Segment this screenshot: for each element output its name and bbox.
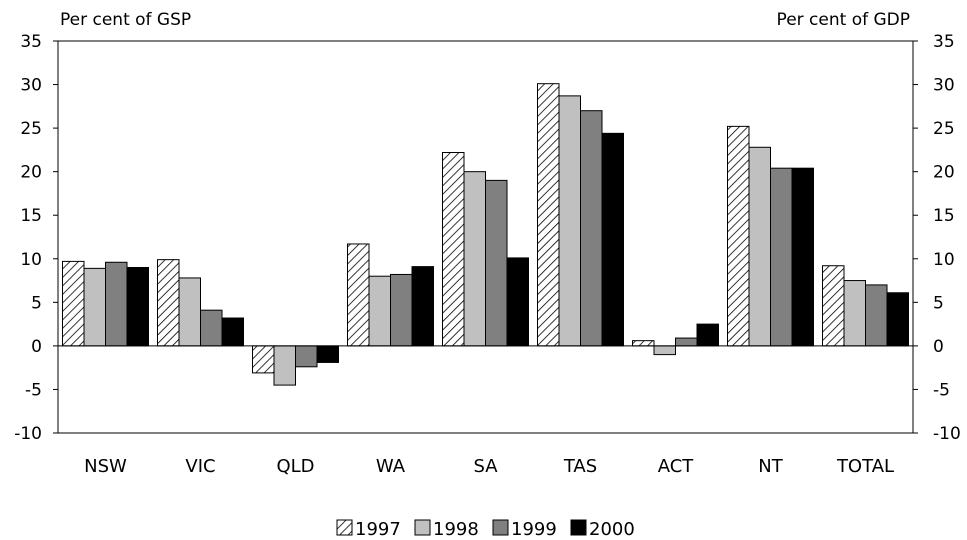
bar-act-1997 [632, 340, 655, 347]
left-tick-label: -5 [25, 380, 42, 400]
left-y-axis: 35 30 25 20 15 10 5 0 -5 -10 [14, 32, 58, 444]
bar-tas-1999 [580, 110, 603, 347]
right-tick-label: -10 [933, 424, 961, 444]
category-label: NT [758, 456, 783, 477]
right-tick-label: 5 [933, 293, 944, 313]
left-tick-label: 25 [20, 119, 42, 139]
bar-tas-1998 [558, 95, 581, 347]
category-label: QLD [276, 456, 314, 477]
legend: 1997 1998 1999 2000 [336, 519, 635, 540]
category-label: WA [376, 456, 406, 477]
right-axis-label: Per cent of GDP [777, 10, 910, 30]
bar-tas-1997 [537, 83, 560, 347]
legend-label-1997: 1997 [355, 519, 401, 540]
bar-nt-1997 [727, 125, 750, 347]
bar-total-1998 [843, 280, 866, 347]
bar-nt-1999 [770, 167, 793, 347]
left-tick-label: 15 [20, 206, 42, 226]
bar-sa-1999 [485, 179, 508, 347]
right-y-axis: 35 30 25 20 15 10 5 0 -5 -10 [913, 32, 961, 444]
right-tick-label: 30 [933, 76, 955, 96]
bar-act-2000 [696, 323, 719, 347]
bar-nsw-1997 [62, 260, 85, 347]
legend-label-1999: 1999 [511, 519, 557, 540]
bar-nsw-1998 [83, 267, 106, 347]
bar-qld-1997 [252, 345, 275, 374]
category-label: VIC [185, 456, 215, 477]
left-tick-label: 20 [20, 163, 42, 183]
bar-nsw-1999 [105, 261, 128, 347]
right-tick-label: 25 [933, 119, 955, 139]
bar-nt-1998 [748, 146, 771, 347]
right-tick-label: 15 [933, 206, 955, 226]
legend-swatch-1999 [492, 519, 509, 536]
bar-qld-1999 [295, 345, 318, 368]
bar-wa-2000 [411, 266, 434, 347]
bar-total-1999 [865, 284, 888, 347]
bar-total-1997 [822, 265, 845, 347]
bar-tas-2000 [601, 132, 624, 347]
right-tick-label: 20 [933, 163, 955, 183]
left-tick-label: 5 [31, 293, 42, 313]
left-tick-label: -10 [14, 424, 42, 444]
right-tick-label: 35 [933, 32, 955, 52]
category-label: TOTAL [836, 456, 894, 477]
category-label: NSW [84, 456, 127, 477]
category-labels: NSW VIC QLD WA SA TAS ACT NT TOTAL [84, 456, 894, 477]
legend-swatch-2000 [570, 519, 587, 536]
bar-vic-1999 [200, 309, 223, 347]
bar-total-2000 [886, 292, 909, 347]
category-label: TAS [563, 456, 597, 477]
right-tick-label: -5 [933, 380, 950, 400]
bar-qld-1998 [273, 345, 296, 386]
bar-wa-1997 [347, 243, 370, 347]
bar-vic-1997 [157, 259, 180, 347]
bar-sa-2000 [506, 257, 529, 347]
left-axis-label: Per cent of GSP [60, 10, 191, 30]
plot-frame [57, 40, 914, 434]
legend-label-1998: 1998 [433, 519, 479, 540]
bar-nt-2000 [791, 167, 814, 347]
bar-vic-1998 [178, 277, 201, 347]
legend-swatch-1997 [336, 519, 353, 536]
bar-act-1999 [675, 337, 698, 347]
bar-nsw-2000 [126, 266, 149, 347]
bar-sa-1997 [442, 152, 465, 347]
right-tick-label: 10 [933, 250, 955, 270]
bar-qld-2000 [316, 345, 339, 363]
right-tick-label: 0 [933, 337, 944, 357]
category-label: SA [473, 456, 498, 477]
legend-label-2000: 2000 [589, 519, 635, 540]
left-tick-label: 35 [20, 32, 42, 52]
category-label: ACT [658, 456, 695, 477]
bar-act-1998 [653, 345, 676, 356]
left-tick-label: 30 [20, 76, 42, 96]
bars-group [62, 83, 909, 386]
left-tick-label: 0 [31, 337, 42, 357]
left-tick-label: 10 [20, 250, 42, 270]
legend-swatch-1998 [414, 519, 431, 536]
bar-wa-1999 [390, 273, 413, 347]
bar-vic-2000 [221, 317, 244, 347]
bar-wa-1998 [368, 275, 391, 347]
bar-sa-1998 [463, 171, 486, 347]
